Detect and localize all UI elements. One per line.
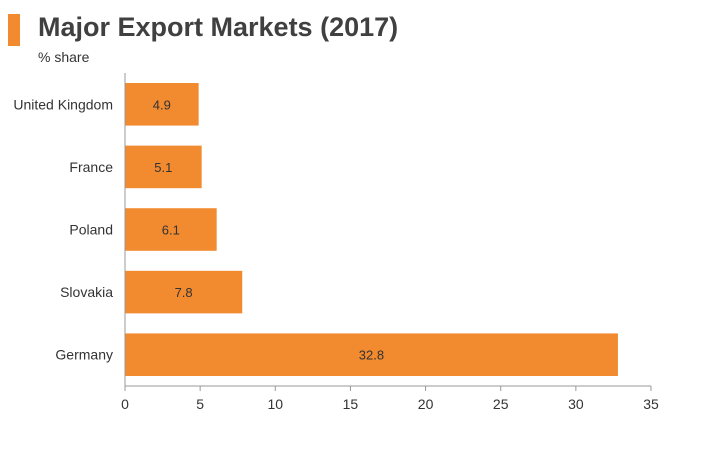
category-label: Slovakia — [60, 284, 113, 300]
x-tick-label: 35 — [643, 396, 659, 412]
category-label: United Kingdom — [13, 96, 113, 112]
data-label: 5.1 — [154, 160, 172, 175]
x-tick-label: 20 — [418, 396, 434, 412]
title-accent-bar — [8, 14, 20, 46]
data-label: 7.8 — [175, 285, 193, 300]
category-label: Germany — [55, 347, 113, 363]
bar-germany — [125, 333, 618, 376]
data-label: 32.8 — [359, 348, 384, 363]
bar-france — [125, 145, 202, 189]
data-label: 6.1 — [162, 223, 180, 238]
x-tick-label: 10 — [267, 396, 283, 412]
chart-subtitle: % share — [38, 49, 90, 65]
bar-slovakia — [125, 270, 243, 314]
data-label: 4.9 — [153, 97, 171, 112]
category-label: Poland — [69, 222, 113, 238]
x-tick-label: 0 — [121, 396, 129, 412]
bar-poland — [125, 208, 217, 251]
x-tick-label: 25 — [493, 396, 509, 412]
bar-united-kingdom — [125, 83, 199, 126]
chart-title: Major Export Markets (2017) — [38, 12, 399, 42]
category-label: France — [69, 159, 113, 175]
x-tick-label: 15 — [343, 396, 359, 412]
x-tick-label: 30 — [568, 396, 584, 412]
x-tick-label: 5 — [196, 396, 204, 412]
